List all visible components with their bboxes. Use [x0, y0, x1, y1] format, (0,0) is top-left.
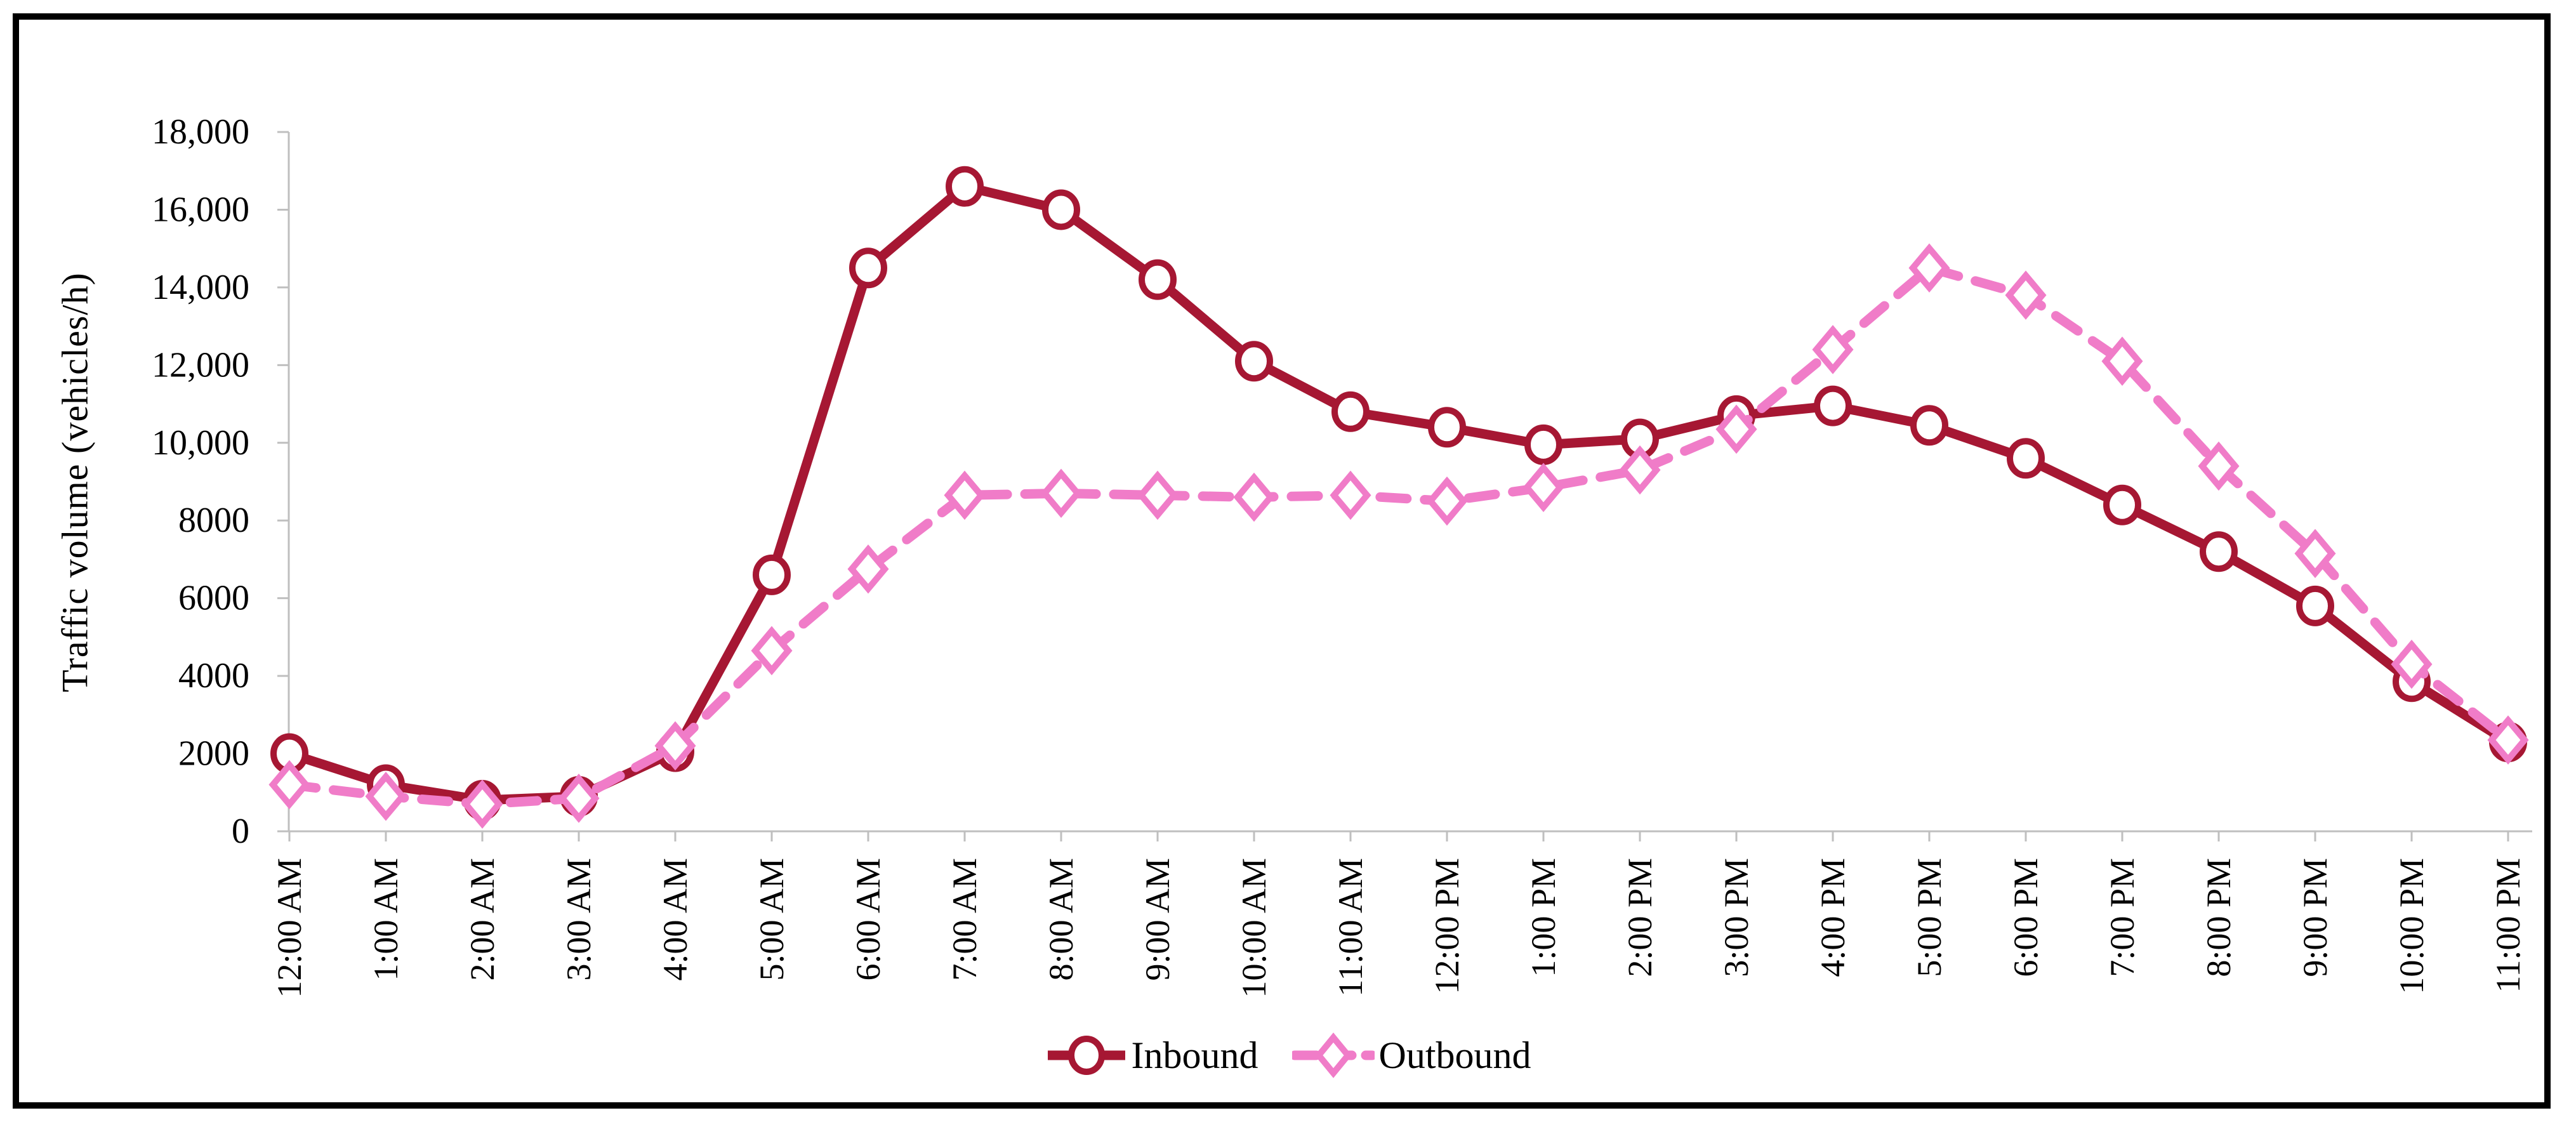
outbound-marker: [847, 544, 889, 594]
outbound-marker: [1908, 243, 1950, 293]
legend-label-inbound: Inbound: [1131, 1034, 1258, 1076]
inbound-marker: [946, 166, 984, 207]
inbound-marker: [1428, 407, 1466, 448]
legend-item-inbound: Inbound: [1045, 1032, 1258, 1078]
inbound-marker: [1235, 341, 1273, 382]
y-tick-label: 14,000: [152, 268, 249, 307]
x-tick-label: 10:00 AM: [1235, 858, 1273, 998]
x-tick-label: 11:00 PM: [2489, 858, 2527, 993]
inbound-marker: [849, 247, 887, 289]
outbound-marker: [1619, 445, 1661, 495]
inbound-marker: [1042, 189, 1080, 230]
x-tick-label: 9:00 AM: [1139, 858, 1177, 981]
outbound-marker: [1812, 325, 1854, 374]
outbound-marker: [1137, 470, 1179, 520]
legend-item-outbound: Outbound: [1292, 1032, 1531, 1078]
x-tick-label: 8:00 AM: [1042, 858, 1080, 981]
y-tick-label: 0: [232, 812, 249, 851]
y-tick-label: 12,000: [152, 345, 249, 385]
x-tick-label: 4:00 AM: [656, 858, 694, 981]
y-tick-label: 18,000: [152, 112, 249, 152]
x-tick-label: 6:00 AM: [849, 858, 887, 981]
outbound-marker: [2198, 441, 2240, 491]
outbound-marker: [1522, 463, 1564, 512]
x-tick-label: 1:00 PM: [1524, 858, 1562, 977]
inbound-marker: [2007, 438, 2045, 479]
outbound-marker: [461, 779, 503, 829]
inbound-marker: [1331, 391, 1370, 432]
outbound-marker: [1715, 404, 1757, 454]
y-tick-label: 4000: [178, 656, 249, 696]
inbound-marker: [1139, 259, 1177, 300]
x-tick-label: 9:00 PM: [2296, 858, 2334, 977]
outbound-marker: [1040, 468, 1082, 518]
inbound-marker: [753, 554, 791, 595]
y-tick-label: 16,000: [152, 190, 249, 229]
inbound-marker: [1524, 424, 1562, 465]
x-tick-label: 3:00 PM: [1717, 858, 1755, 977]
y-axis-title: Traffic volume (vehicles/h): [54, 272, 96, 692]
y-tick-label: 10,000: [152, 423, 249, 463]
chart-frame: [13, 13, 2551, 1109]
inbound-marker: [1910, 405, 1948, 446]
x-tick-label: 7:00 AM: [946, 858, 984, 981]
outbound-marker: [751, 626, 793, 676]
x-tick-label: 7:00 PM: [2103, 858, 2141, 977]
x-tick-label: 3:00 AM: [560, 858, 598, 981]
y-tick-label: 8000: [178, 501, 249, 540]
outbound-marker: [2101, 336, 2143, 386]
x-tick-label: 2:00 PM: [1621, 858, 1659, 977]
inbound-marker: [2200, 531, 2238, 572]
y-tick-label: 6000: [178, 579, 249, 618]
outbound-marker: [1426, 476, 1468, 526]
x-tick-label: 4:00 PM: [1814, 858, 1852, 977]
outbound-marker: [2487, 715, 2529, 765]
outbound-marker: [2391, 639, 2433, 689]
x-tick-label: 10:00 PM: [2393, 858, 2431, 994]
x-tick-label: 11:00 AM: [1331, 858, 1370, 997]
x-tick-label: 12:00 PM: [1428, 858, 1466, 994]
outbound-marker: [2294, 529, 2336, 579]
outbound-marker: [1233, 472, 1275, 522]
inbound-marker: [1814, 385, 1852, 426]
x-tick-label: 5:00 AM: [753, 858, 791, 981]
y-tick-label: 2000: [178, 734, 249, 774]
x-tick-label: 6:00 PM: [2007, 858, 2045, 977]
outbound-marker: [558, 774, 600, 823]
outbound-marker: [944, 470, 986, 520]
inbound-legend-marker-icon: [1047, 1036, 1125, 1075]
x-tick-label: 2:00 AM: [463, 858, 501, 981]
legend-label-outbound: Outbound: [1378, 1034, 1531, 1076]
x-tick-label: 1:00 AM: [367, 858, 405, 981]
inbound-line: [284, 181, 2513, 805]
inbound-marker: [2296, 585, 2334, 626]
outbound-legend-marker-icon: [1292, 1032, 1375, 1078]
outbound-line: [284, 263, 2513, 809]
outbound-marker: [1330, 470, 1371, 520]
legend: Inbound Outbound: [0, 1020, 2576, 1090]
outbound-marker: [365, 772, 407, 821]
outbound-marker: [654, 721, 696, 771]
inbound-marker: [2103, 484, 2141, 525]
outbound-marker: [2005, 270, 2047, 320]
outbound-marker: [268, 760, 310, 810]
x-tick-label: 12:00 AM: [270, 858, 308, 998]
x-tick-label: 8:00 PM: [2200, 858, 2238, 977]
x-tick-label: 5:00 PM: [1910, 858, 1948, 977]
